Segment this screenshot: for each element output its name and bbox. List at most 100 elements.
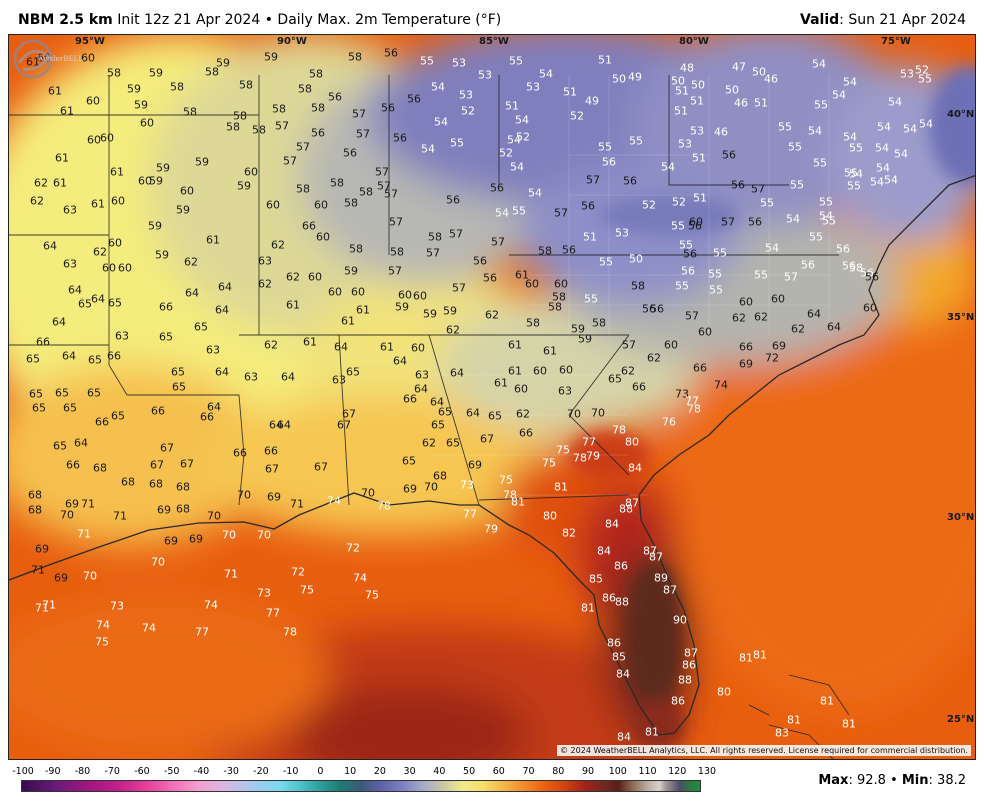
temperature-value: 54 xyxy=(507,133,521,147)
lat-label: 25°N xyxy=(947,714,975,725)
colorbar-tick-label: -50 xyxy=(163,766,180,777)
temperature-value: 60 xyxy=(118,261,132,275)
temperature-value: 57 xyxy=(449,227,463,241)
temperature-value: 88 xyxy=(615,595,629,609)
temperature-value: 64 xyxy=(281,370,295,384)
temperature-value: 56 xyxy=(343,146,357,160)
temperature-value: 58 xyxy=(330,176,344,190)
temperature-value: 79 xyxy=(484,522,498,536)
temperature-value: 55 xyxy=(754,268,768,282)
temperature-value: 65 xyxy=(431,418,445,432)
init-time: Init 12z 21 Apr 2024 xyxy=(117,12,261,28)
temperature-value: 52 xyxy=(642,198,656,212)
temperature-value: 65 xyxy=(55,386,69,400)
temperature-value: 87 xyxy=(643,544,657,558)
temperature-value: 72 xyxy=(346,541,360,555)
temperature-map[interactable]: 95°W 90°W 85°W 80°W 75°W 40°N 35°N 30°N … xyxy=(8,34,976,760)
temperature-value: 55 xyxy=(450,136,464,150)
temperature-value: 53 xyxy=(900,67,914,81)
temperature-value: 58 xyxy=(548,300,562,314)
lon-label: 85°W xyxy=(479,36,509,47)
temperature-value: 74 xyxy=(327,494,341,508)
title-separator: • xyxy=(264,12,273,28)
temperature-value: 63 xyxy=(115,329,129,343)
colorbar-tick-label: 80 xyxy=(552,766,565,777)
temperature-value: 53 xyxy=(478,68,492,82)
temperature-value: 69 xyxy=(164,534,178,548)
temperature-value: 85 xyxy=(589,572,603,586)
temperature-value: 67 xyxy=(150,458,164,472)
temperature-value: 60 xyxy=(771,292,785,306)
colorbar-tick-label: 30 xyxy=(403,766,416,777)
temperature-value: 64 xyxy=(215,365,229,379)
temperature-value: 59 xyxy=(344,264,358,278)
temperature-value: 60 xyxy=(266,198,280,212)
temperature-value: 60 xyxy=(316,230,330,244)
temperature-value: 69 xyxy=(189,532,203,546)
temperature-value: 68 xyxy=(121,475,135,489)
temperature-value: 70 xyxy=(60,508,74,522)
model-name: NBM 2.5 km xyxy=(18,12,113,28)
temperature-value: 51 xyxy=(598,53,612,67)
temperature-value: 56 xyxy=(602,155,616,169)
temperature-value: 57 xyxy=(356,127,370,141)
lon-label: 75°W xyxy=(881,36,911,47)
temperature-value: 69 xyxy=(403,482,417,496)
temperature-value: 64 xyxy=(68,283,82,297)
temperature-value: 66 xyxy=(107,349,121,363)
temperature-value: 61 xyxy=(508,338,522,352)
colorbar-tick-label: 90 xyxy=(581,766,595,777)
temperature-value: 58 xyxy=(170,80,184,94)
colorbar xyxy=(21,780,701,792)
temperature-value: 59 xyxy=(395,300,409,314)
temperature-value: 60 xyxy=(533,364,547,378)
temperature-value: 57 xyxy=(377,179,391,193)
temperature-value: 58 xyxy=(428,230,442,244)
temperature-value: 54 xyxy=(876,161,890,175)
temperature-value: 61 xyxy=(91,197,105,211)
temperature-value: 65 xyxy=(87,386,101,400)
temperature-value: 56 xyxy=(562,243,576,257)
temperature-value: 56 xyxy=(328,90,342,104)
temperature-value: 62 xyxy=(791,322,805,336)
temperature-value: 62 xyxy=(258,277,272,291)
temperature-value: 60 xyxy=(514,382,528,396)
temperature-value: 62 xyxy=(184,255,198,269)
temperature-value: 55 xyxy=(849,141,863,155)
temperature-value: 74 xyxy=(96,618,110,632)
temperature-value: 57 xyxy=(296,140,310,154)
colorbar-tick-label: 130 xyxy=(697,766,717,777)
temperature-value: 55 xyxy=(713,246,727,260)
temperature-value: 60 xyxy=(351,285,365,299)
temperature-value: 54 xyxy=(510,160,524,174)
temperature-value: 59 xyxy=(216,56,230,70)
temperature-value: 64 xyxy=(74,436,88,450)
temperature-value: 60 xyxy=(664,338,678,352)
temperature-value: 51 xyxy=(693,191,707,205)
temperature-value: 63 xyxy=(63,203,77,217)
min-label: Min xyxy=(901,773,929,788)
temperature-value: 46 xyxy=(714,125,728,139)
temperature-value: 88 xyxy=(678,673,692,687)
temperature-value: 58 xyxy=(205,65,219,79)
temperature-value: 50 xyxy=(612,72,626,86)
temperature-value: 50 xyxy=(629,252,643,266)
lat-label: 30°N xyxy=(947,512,975,523)
temperature-value: 67 xyxy=(342,407,356,421)
temperature-value: 59 xyxy=(176,203,190,217)
temperature-value: 68 xyxy=(28,488,42,502)
temperature-value: 59 xyxy=(127,82,141,96)
temperature-value: 77 xyxy=(582,435,596,449)
temperature-value: 69 xyxy=(157,503,171,517)
temperature-value: 72 xyxy=(291,565,305,579)
temperature-value: 54 xyxy=(919,117,933,131)
temperature-value: 57 xyxy=(586,173,600,187)
temperature-value: 88 xyxy=(619,502,633,516)
temperature-value: 59 xyxy=(156,161,170,175)
temperature-value: 56 xyxy=(623,174,637,188)
colorbar-tick-label: -10 xyxy=(282,766,299,777)
temperature-value: 62 xyxy=(485,308,499,322)
temperature-value: 55 xyxy=(822,214,836,228)
temperature-value: 81 xyxy=(842,717,856,731)
temperature-value: 71 xyxy=(113,509,127,523)
